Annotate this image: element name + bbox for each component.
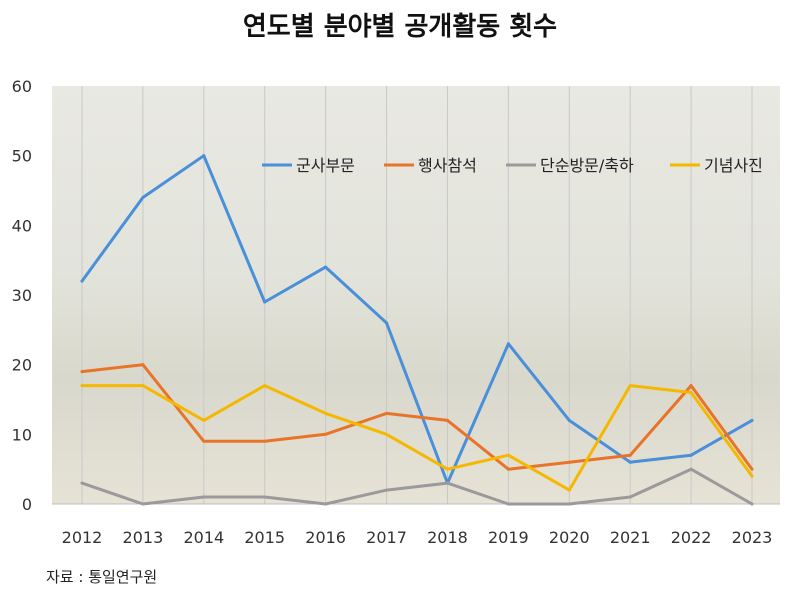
data-point bbox=[324, 411, 328, 415]
data-point bbox=[506, 453, 510, 457]
series-line-1 bbox=[80, 363, 754, 471]
data-point bbox=[628, 453, 632, 457]
data-point bbox=[324, 502, 328, 506]
data-point bbox=[567, 418, 571, 422]
data-point bbox=[628, 460, 632, 464]
data-point bbox=[445, 467, 449, 471]
data-point bbox=[324, 432, 328, 436]
data-point bbox=[80, 279, 84, 283]
data-point bbox=[141, 363, 145, 367]
data-point bbox=[689, 467, 693, 471]
data-point bbox=[506, 467, 510, 471]
data-point bbox=[385, 488, 389, 492]
data-point bbox=[567, 460, 571, 464]
x-tick-label: 2014 bbox=[183, 528, 224, 547]
data-point bbox=[750, 502, 754, 506]
data-point bbox=[567, 488, 571, 492]
x-tick-label: 2021 bbox=[610, 528, 651, 547]
data-point bbox=[80, 384, 84, 388]
data-point bbox=[750, 418, 754, 422]
source-note: 자료 : 통일연구원 bbox=[46, 568, 158, 586]
data-point bbox=[567, 502, 571, 506]
y-tick-label: 60 bbox=[12, 77, 32, 96]
data-point bbox=[324, 265, 328, 269]
x-tick-label: 2019 bbox=[488, 528, 529, 547]
x-tick-label: 2018 bbox=[427, 528, 468, 547]
data-point bbox=[202, 418, 206, 422]
x-tick-label: 2012 bbox=[62, 528, 103, 547]
y-tick-label: 20 bbox=[12, 356, 32, 375]
y-tick-label: 10 bbox=[12, 425, 32, 444]
background-photo bbox=[52, 86, 780, 504]
x-tick-label: 2015 bbox=[244, 528, 285, 547]
data-point bbox=[263, 495, 267, 499]
legend-label: 기념사진 bbox=[704, 156, 763, 175]
y-tick-label: 50 bbox=[12, 147, 32, 166]
series-line-2 bbox=[80, 467, 754, 506]
page-title: 연도별 분야별 공개활동 횟수 bbox=[242, 12, 558, 42]
x-tick-label: 2023 bbox=[732, 528, 773, 547]
data-point bbox=[385, 432, 389, 436]
data-point bbox=[628, 384, 632, 388]
data-point bbox=[80, 370, 84, 374]
legend-label: 행사참석 bbox=[418, 156, 477, 175]
x-tick-label: 2020 bbox=[549, 528, 590, 547]
data-point bbox=[202, 439, 206, 443]
x-tick-label: 2017 bbox=[366, 528, 407, 547]
data-point bbox=[750, 467, 754, 471]
data-point bbox=[141, 502, 145, 506]
data-point bbox=[385, 321, 389, 325]
data-point bbox=[263, 439, 267, 443]
data-point bbox=[689, 453, 693, 457]
data-point bbox=[445, 481, 449, 485]
data-point bbox=[445, 418, 449, 422]
y-tick-label: 30 bbox=[12, 286, 32, 305]
data-point bbox=[506, 502, 510, 506]
series-line-0 bbox=[80, 154, 754, 485]
data-point bbox=[750, 474, 754, 478]
data-point bbox=[689, 391, 693, 395]
series-line-3 bbox=[80, 384, 754, 492]
data-point bbox=[80, 481, 84, 485]
data-point bbox=[141, 195, 145, 199]
x-tick-label: 2016 bbox=[305, 528, 346, 547]
legend-label: 단순방문/축하 bbox=[540, 156, 634, 175]
data-point bbox=[506, 342, 510, 346]
x-tick-label: 2013 bbox=[123, 528, 164, 547]
data-point bbox=[263, 300, 267, 304]
data-point bbox=[689, 384, 693, 388]
data-point bbox=[141, 384, 145, 388]
y-tick-label: 40 bbox=[12, 216, 32, 235]
legend-label: 군사부문 bbox=[296, 156, 355, 175]
data-point bbox=[263, 384, 267, 388]
x-tick-label: 2022 bbox=[671, 528, 712, 547]
data-point bbox=[385, 411, 389, 415]
data-point bbox=[202, 495, 206, 499]
y-tick-label: 0 bbox=[22, 495, 32, 514]
data-point bbox=[202, 154, 206, 158]
data-point bbox=[628, 495, 632, 499]
